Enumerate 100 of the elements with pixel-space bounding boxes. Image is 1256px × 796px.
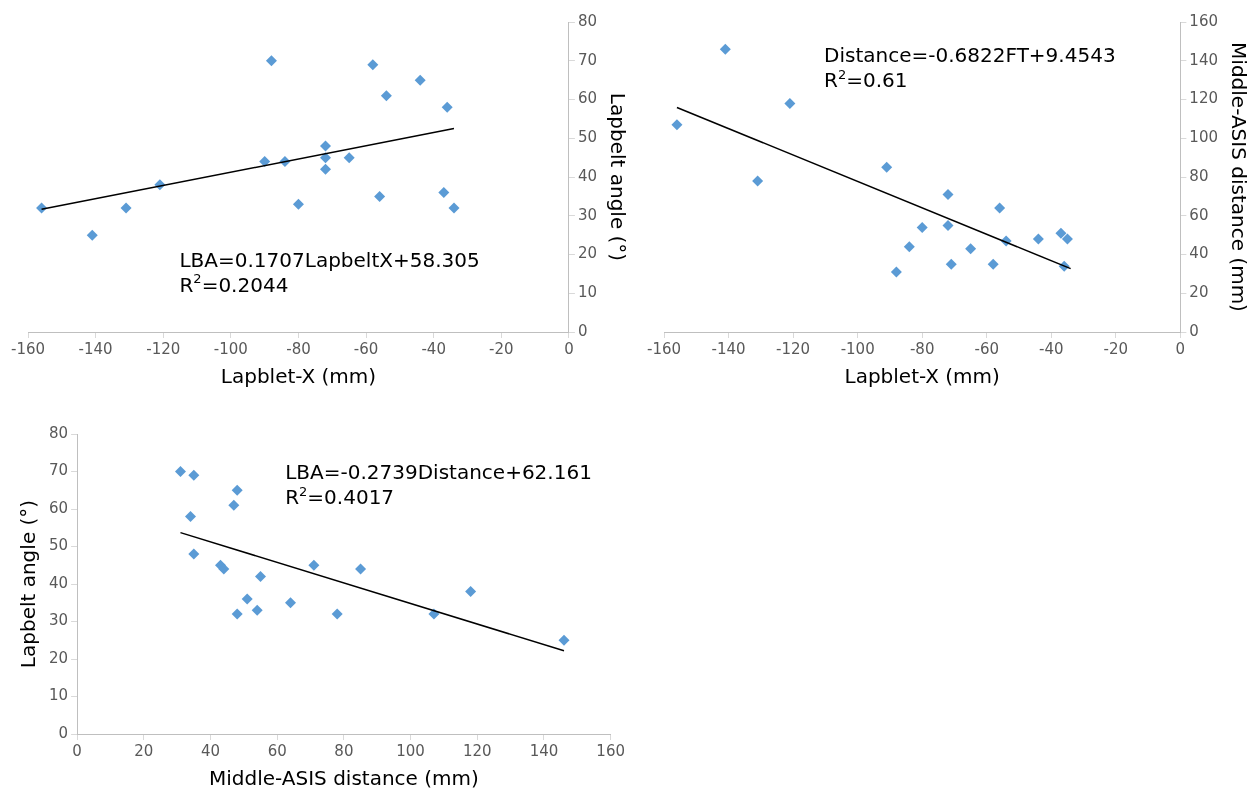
y2-tick-label: 160	[1189, 11, 1219, 30]
point	[120, 202, 132, 214]
x-tick-label: -120	[146, 339, 181, 358]
x-tick-label: -80	[909, 339, 935, 358]
x-tick-label: 100	[396, 741, 425, 760]
x-tick-label: -140	[78, 339, 113, 358]
point	[374, 190, 386, 202]
y2-tick-label: 10	[577, 283, 598, 302]
x-tick-label: 0	[72, 741, 82, 760]
point	[188, 548, 200, 560]
y-tick-label: 40	[48, 573, 69, 592]
point	[380, 90, 392, 102]
point	[994, 202, 1006, 214]
y2-tick-label: 80	[577, 11, 598, 30]
y2-tick-label: 40	[1189, 244, 1209, 263]
point	[438, 187, 450, 198]
x-tick-label: -80	[286, 339, 311, 358]
point	[251, 604, 263, 616]
point	[367, 59, 379, 71]
x-axis-title: Middle-ASIS distance (mm)	[208, 766, 479, 791]
point	[448, 202, 460, 214]
point	[259, 156, 271, 167]
point	[308, 559, 320, 571]
point	[255, 571, 267, 582]
annotation: Distance=-0.6822FT+9.4543	[824, 43, 1116, 67]
point	[671, 119, 683, 131]
point	[558, 634, 570, 646]
x-axis-title: Lapblet-X (mm)	[844, 364, 1000, 389]
x-tick-label: -160	[647, 339, 682, 358]
point	[465, 586, 477, 597]
point	[265, 55, 277, 67]
x-tick-label: 0	[564, 339, 574, 358]
point	[285, 597, 297, 609]
x-tick-label: 20	[134, 741, 154, 760]
point	[231, 608, 243, 620]
point	[241, 593, 253, 605]
y2-tick-label: 120	[1189, 89, 1219, 108]
point	[987, 258, 999, 270]
point	[86, 229, 98, 241]
y2-tick-label: 20	[577, 244, 598, 263]
x-tick-label: -100	[840, 339, 875, 358]
point	[343, 152, 355, 164]
x-tick-label: -20	[1103, 339, 1129, 358]
y2-tick-label: 80	[1189, 166, 1209, 185]
y2-tick-label: 0	[1189, 321, 1199, 340]
y-tick-label: 30	[48, 611, 69, 630]
point	[965, 243, 977, 255]
point	[1032, 233, 1044, 245]
point	[945, 258, 957, 270]
point	[320, 163, 332, 175]
x-tick-label: -120	[776, 339, 811, 358]
point	[916, 221, 928, 233]
point	[942, 219, 954, 231]
point	[881, 161, 893, 173]
point	[292, 198, 304, 210]
y2-tick-label: 100	[1189, 128, 1219, 147]
point	[231, 484, 243, 496]
point	[1055, 227, 1067, 239]
y2-tick-label: 0	[577, 321, 588, 340]
point	[890, 266, 902, 278]
point	[320, 152, 332, 164]
point	[331, 608, 343, 620]
x-tick-label: -60	[353, 339, 379, 358]
x-axis-title: Lapblet-X (mm)	[220, 364, 377, 389]
y2-tick-label: 70	[577, 50, 598, 69]
point	[903, 241, 915, 253]
y2-tick-label: 40	[577, 166, 598, 185]
point	[942, 188, 954, 200]
point	[218, 563, 230, 575]
x-tick-label: -160	[11, 339, 46, 358]
x-tick-label: -100	[213, 339, 248, 358]
x-tick-label: 60	[267, 741, 287, 760]
x-tick-label: 80	[334, 741, 354, 760]
point	[174, 466, 186, 477]
x-tick-label: -40	[421, 339, 446, 358]
x-tick-label: 160	[596, 741, 626, 760]
y2-tick-label: 140	[1189, 50, 1219, 69]
point	[441, 101, 453, 113]
x-tick-label: -40	[1039, 339, 1064, 358]
y-tick-label: 10	[48, 686, 69, 705]
annotation: LBA=-0.2739Distance+62.161	[285, 460, 592, 485]
point	[355, 563, 367, 575]
point	[752, 175, 764, 187]
y2-tick-label: 50	[577, 128, 598, 147]
point	[414, 74, 426, 86]
y-tick-label: 0	[58, 723, 69, 742]
point	[188, 469, 200, 481]
x-tick-label: 40	[200, 741, 221, 760]
x-tick-label: -140	[711, 339, 746, 358]
y-tick-label: 20	[48, 648, 69, 667]
y2-tick-label: 60	[577, 89, 598, 108]
point	[228, 499, 240, 511]
x-tick-label: 120	[462, 741, 492, 760]
point	[784, 97, 796, 109]
point	[719, 43, 731, 55]
y2-axis-title: Middle-ASIS distance (mm)	[1226, 42, 1251, 312]
point	[184, 511, 196, 522]
point	[320, 140, 332, 152]
x-tick-label: -20	[489, 339, 514, 358]
x-tick-label: -60	[974, 339, 999, 358]
